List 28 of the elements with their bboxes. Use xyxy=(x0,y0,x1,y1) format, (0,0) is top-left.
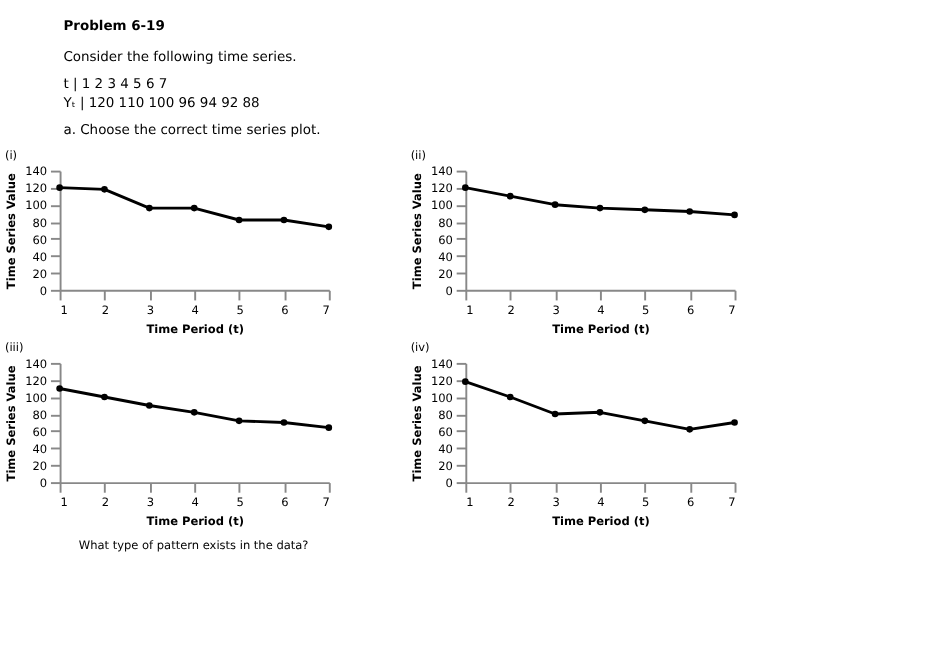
point xyxy=(641,206,649,214)
point xyxy=(56,184,63,191)
point xyxy=(190,204,198,212)
point xyxy=(462,378,469,385)
point xyxy=(280,216,288,224)
point xyxy=(101,186,108,193)
point xyxy=(235,216,243,224)
point xyxy=(551,410,559,418)
point xyxy=(101,393,108,401)
point xyxy=(462,184,469,191)
point xyxy=(641,417,649,425)
point xyxy=(56,385,63,392)
point xyxy=(686,208,694,215)
point xyxy=(596,408,604,416)
point xyxy=(190,408,198,416)
point xyxy=(146,204,153,212)
point xyxy=(325,424,333,431)
point xyxy=(731,211,738,219)
point xyxy=(551,201,559,209)
point xyxy=(686,426,694,433)
point xyxy=(280,419,288,426)
point xyxy=(506,393,514,401)
point xyxy=(596,204,604,212)
point xyxy=(146,402,153,409)
point xyxy=(325,223,333,231)
point xyxy=(235,417,243,425)
point xyxy=(731,419,738,426)
point xyxy=(506,192,514,200)
